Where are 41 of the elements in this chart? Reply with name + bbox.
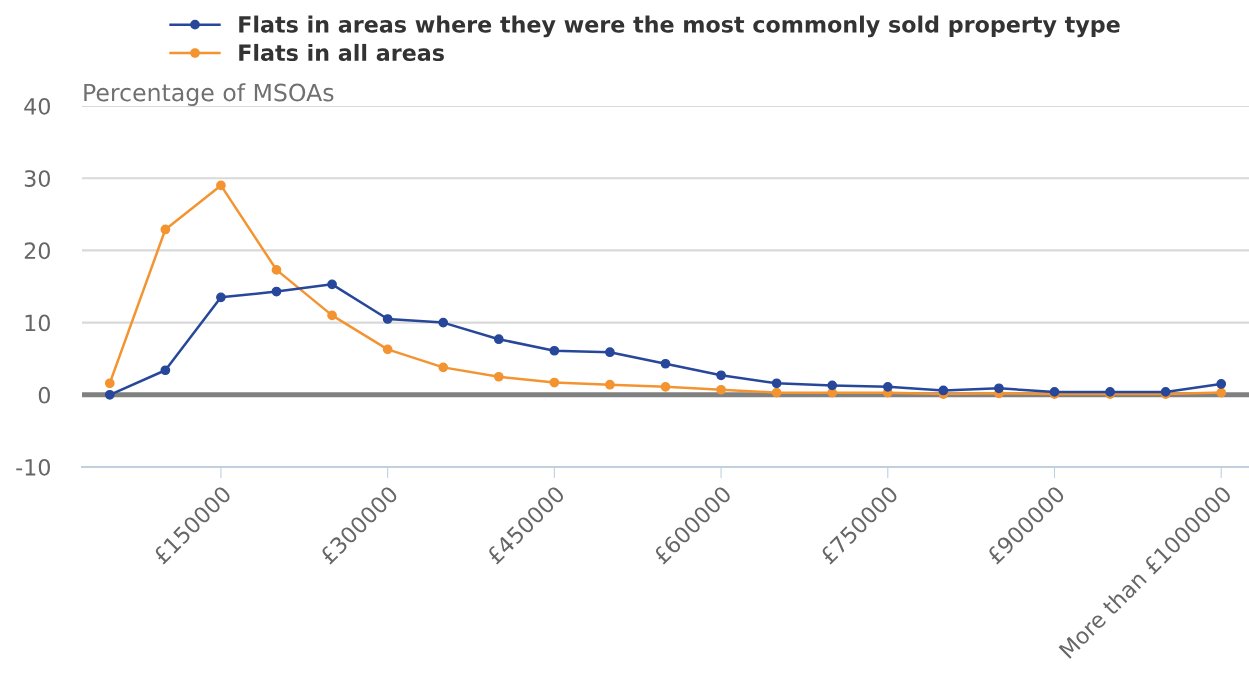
point xyxy=(438,362,449,373)
y-tick-label: 10 xyxy=(25,314,50,332)
point xyxy=(938,385,949,396)
point xyxy=(882,381,893,392)
point xyxy=(104,389,115,400)
point xyxy=(493,371,504,382)
y-tick-label: -10 xyxy=(16,458,50,476)
point xyxy=(216,180,226,191)
point xyxy=(160,224,171,235)
point xyxy=(104,378,115,389)
point xyxy=(549,377,560,388)
point xyxy=(1216,379,1227,389)
point xyxy=(327,279,337,290)
point xyxy=(216,292,226,303)
point xyxy=(771,378,782,389)
y-tick-label: 20 xyxy=(24,242,50,260)
y-tick-label: 40 xyxy=(24,97,50,115)
y-tick-label: 0 xyxy=(38,386,50,404)
point xyxy=(827,380,838,391)
point xyxy=(660,358,671,369)
point xyxy=(382,344,393,355)
point xyxy=(327,310,337,321)
point xyxy=(438,317,449,328)
point xyxy=(994,383,1004,394)
point xyxy=(382,314,393,324)
point xyxy=(1216,387,1227,398)
point xyxy=(716,370,726,381)
point xyxy=(493,334,504,345)
point xyxy=(160,365,171,376)
y-tick-label: 30 xyxy=(24,170,50,187)
point xyxy=(549,345,560,356)
point xyxy=(271,265,282,275)
point xyxy=(716,384,726,395)
legend-label: Flats in all areas xyxy=(239,43,444,62)
point xyxy=(605,379,615,390)
point xyxy=(605,347,615,358)
legend-label: Flats in areas where they were the most commonly sold property type xyxy=(239,15,1120,38)
point xyxy=(271,286,282,297)
y-axis-title: Percentage of MSOAs xyxy=(84,83,334,106)
point xyxy=(771,387,782,398)
point xyxy=(660,381,671,392)
